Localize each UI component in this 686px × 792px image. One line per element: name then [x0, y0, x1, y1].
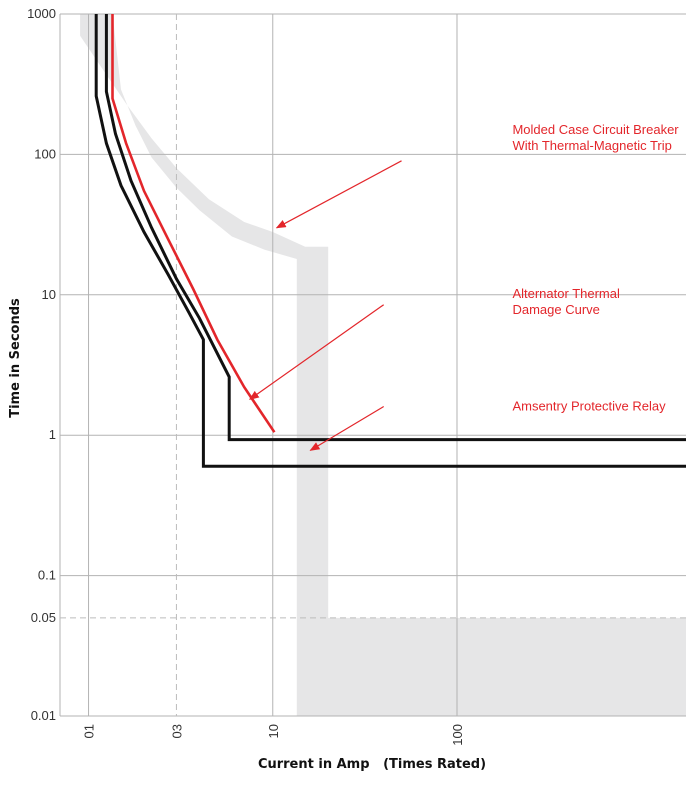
annotation-relay-line-1: Amsentry Protective Relay [512, 398, 666, 413]
x-tick-label: 100 [450, 724, 465, 746]
x-tick-label: 10 [266, 724, 281, 738]
annotation-breaker-arrow [275, 160, 402, 229]
gridlines [59, 13, 686, 717]
annotation-breaker-line-2: With Thermal-Magnetic Trip [512, 138, 671, 153]
y-tick-label: 10 [42, 287, 56, 302]
x-tick-label: 01 [82, 724, 97, 738]
y-axis-title: Time in Seconds [8, 298, 23, 418]
x-axis-title: Current in Amp (Times Rated) [258, 757, 486, 772]
annotation-damage-line-1: Alternator Thermal [512, 286, 620, 301]
curve-series [94, 14, 686, 468]
y-tick-label: 0.05 [31, 610, 56, 625]
x-tick-label: 03 [169, 724, 184, 738]
annotation-damage-arrow [248, 304, 385, 400]
annotation-relay-arrow [309, 406, 384, 451]
y-tick-label: 0.01 [31, 708, 56, 723]
breaker-band-layer [80, 14, 686, 716]
y-tick-label: 100 [34, 146, 56, 161]
relay-curve-lower [94, 14, 686, 468]
damage-curve-line [111, 14, 276, 433]
annotation-damage-line-2: Damage Curve [512, 302, 599, 317]
tick-labels: 1000 100 10 1 0.1 0.05 0.01 01 03 10 100 [27, 6, 465, 746]
breaker-band-area [80, 14, 686, 716]
y-tick-label: 0.1 [38, 568, 56, 583]
relay-curve-upper [104, 14, 686, 442]
y-tick-label: 1000 [27, 6, 56, 21]
y-tick-label: 1 [49, 427, 56, 442]
annotation-breaker-line-1: Molded Case Circuit Breaker [512, 122, 679, 137]
